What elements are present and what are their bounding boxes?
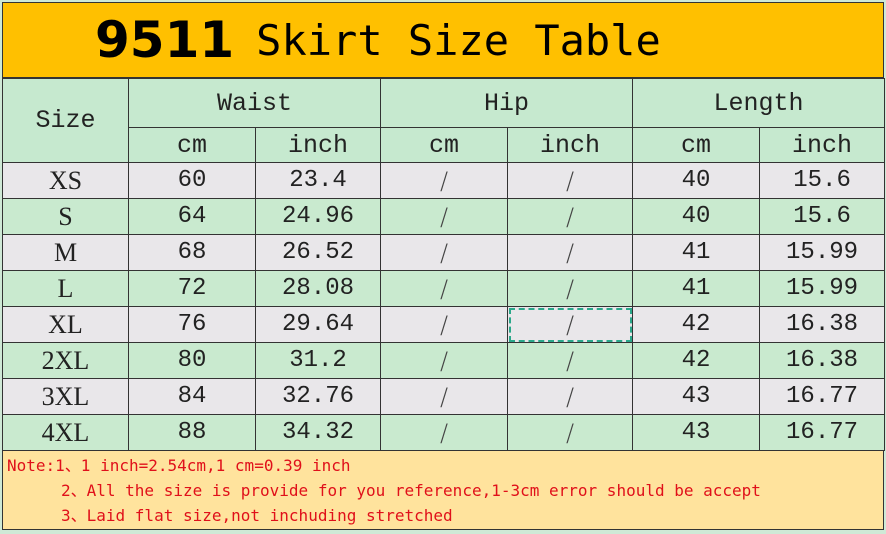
size-table: Size Waist Hip Length cm inch cm inch cm… (2, 78, 886, 451)
note-3: 3、Laid flat size,not inchuding stretched (61, 506, 453, 525)
hip-cm-cell[interactable]: / (380, 306, 509, 343)
product-number: 9511 (95, 11, 235, 69)
hip-inch-cell[interactable]: / (507, 234, 634, 271)
waist-cm-cell[interactable]: 68 (128, 234, 256, 271)
size-cell[interactable]: XS (2, 162, 129, 199)
header-size: Size (2, 78, 129, 163)
size-cell[interactable]: 4XL (2, 414, 129, 451)
waist-cm-cell[interactable]: 80 (128, 342, 256, 379)
hip-inch-cell[interactable]: / (507, 378, 634, 415)
hip-cm-cell[interactable]: / (380, 378, 509, 415)
table-row: M 68 26.52//41 15.99 (2, 234, 886, 271)
table-row: L 72 28.08//41 15.99 (2, 270, 886, 307)
title-bar: 9511 Skirt Size Table (2, 2, 884, 78)
header-waist-inch: inch (254, 127, 382, 163)
length-cm-cell[interactable]: 41 (632, 234, 761, 271)
length-inch-cell[interactable]: 16.77 (759, 378, 886, 415)
hip-cm-cell[interactable]: / (380, 270, 509, 307)
waist-cm-cell[interactable]: 72 (128, 270, 256, 307)
header-waist-cm: cm (128, 127, 256, 163)
length-inch-cell[interactable]: 16.38 (759, 342, 886, 379)
hip-inch-cell[interactable]: / (507, 162, 634, 199)
note-1: Note:1、1 inch=2.54cm,1 cm=0.39 inch (7, 456, 351, 475)
length-cm-cell[interactable]: 43 (632, 378, 761, 415)
page-title: Skirt Size Table (256, 15, 661, 65)
waist-inch-cell[interactable]: 23.4 (254, 162, 382, 199)
size-cell[interactable]: 2XL (2, 342, 129, 379)
header-length: Length (632, 78, 886, 128)
size-cell[interactable]: M (2, 234, 129, 271)
waist-cm-cell[interactable]: 88 (128, 414, 256, 451)
waist-inch-cell[interactable]: 34.32 (254, 414, 382, 451)
size-cell[interactable]: XL (2, 306, 129, 343)
size-cell[interactable]: L (2, 270, 129, 307)
length-cm-cell[interactable]: 42 (632, 306, 761, 343)
waist-cm-cell[interactable]: 84 (128, 378, 256, 415)
waist-inch-cell[interactable]: 28.08 (254, 270, 382, 307)
size-cell[interactable]: 3XL (2, 378, 129, 415)
header-length-cm: cm (632, 127, 761, 163)
length-inch-cell[interactable]: 15.99 (759, 234, 886, 271)
waist-inch-cell[interactable]: 26.52 (254, 234, 382, 271)
waist-inch-cell[interactable]: 31.2 (254, 342, 382, 379)
header-hip-inch: inch (507, 127, 634, 163)
length-inch-cell[interactable]: 16.77 (759, 414, 886, 451)
length-inch-cell[interactable]: 15.6 (759, 162, 886, 199)
length-inch-cell[interactable]: 15.99 (759, 270, 886, 307)
header-hip: Hip (380, 78, 634, 128)
table-row: S 64 24.96//40 15.6 (2, 198, 886, 235)
hip-inch-cell[interactable]: / (507, 342, 634, 379)
hip-cm-cell[interactable]: / (380, 342, 509, 379)
size-cell[interactable]: S (2, 198, 129, 235)
table-row: 3XL 84 32.76//43 16.77 (2, 378, 886, 415)
header-row-groups: Size Waist Hip Length (2, 78, 886, 163)
table-row: 2XL 80 31.2//42 16.38 (2, 342, 886, 379)
note-2: 2、All the size is provide for you refere… (61, 481, 761, 500)
waist-cm-cell[interactable]: 60 (128, 162, 256, 199)
table-row: XL 76 29.64//42 16.38 (2, 306, 886, 343)
header-hip-cm: cm (380, 127, 509, 163)
length-inch-cell[interactable]: 16.38 (759, 306, 886, 343)
waist-inch-cell[interactable]: 24.96 (254, 198, 382, 235)
hip-cm-cell[interactable]: / (380, 234, 509, 271)
waist-cm-cell[interactable]: 64 (128, 198, 256, 235)
waist-cm-cell[interactable]: 76 (128, 306, 256, 343)
length-cm-cell[interactable]: 40 (632, 162, 761, 199)
header-waist: Waist (127, 78, 382, 128)
notes-box: Note:1、1 inch=2.54cm,1 cm=0.39 inch 2、Al… (2, 450, 884, 530)
length-cm-cell[interactable]: 43 (632, 414, 761, 451)
hip-inch-cell[interactable]: / (507, 270, 634, 307)
hip-inch-cell[interactable]: / (507, 306, 634, 343)
hip-inch-cell[interactable]: / (507, 414, 634, 451)
length-cm-cell[interactable]: 42 (632, 342, 761, 379)
length-inch-cell[interactable]: 15.6 (759, 198, 886, 235)
hip-inch-cell[interactable]: / (507, 198, 634, 235)
length-cm-cell[interactable]: 40 (632, 198, 761, 235)
header-row-units: cm inch cm inch cm inch (3, 127, 886, 163)
table-row: XS 60 23.4//40 15.6 (2, 162, 886, 199)
waist-inch-cell[interactable]: 29.64 (254, 306, 382, 343)
hip-cm-cell[interactable]: / (380, 198, 509, 235)
hip-cm-cell[interactable]: / (380, 162, 509, 199)
header-length-inch: inch (759, 127, 886, 163)
hip-cm-cell[interactable]: / (380, 414, 509, 451)
waist-inch-cell[interactable]: 32.76 (254, 378, 382, 415)
table-row: 4XL 88 34.32//43 16.77 (2, 414, 886, 451)
length-cm-cell[interactable]: 41 (632, 270, 761, 307)
